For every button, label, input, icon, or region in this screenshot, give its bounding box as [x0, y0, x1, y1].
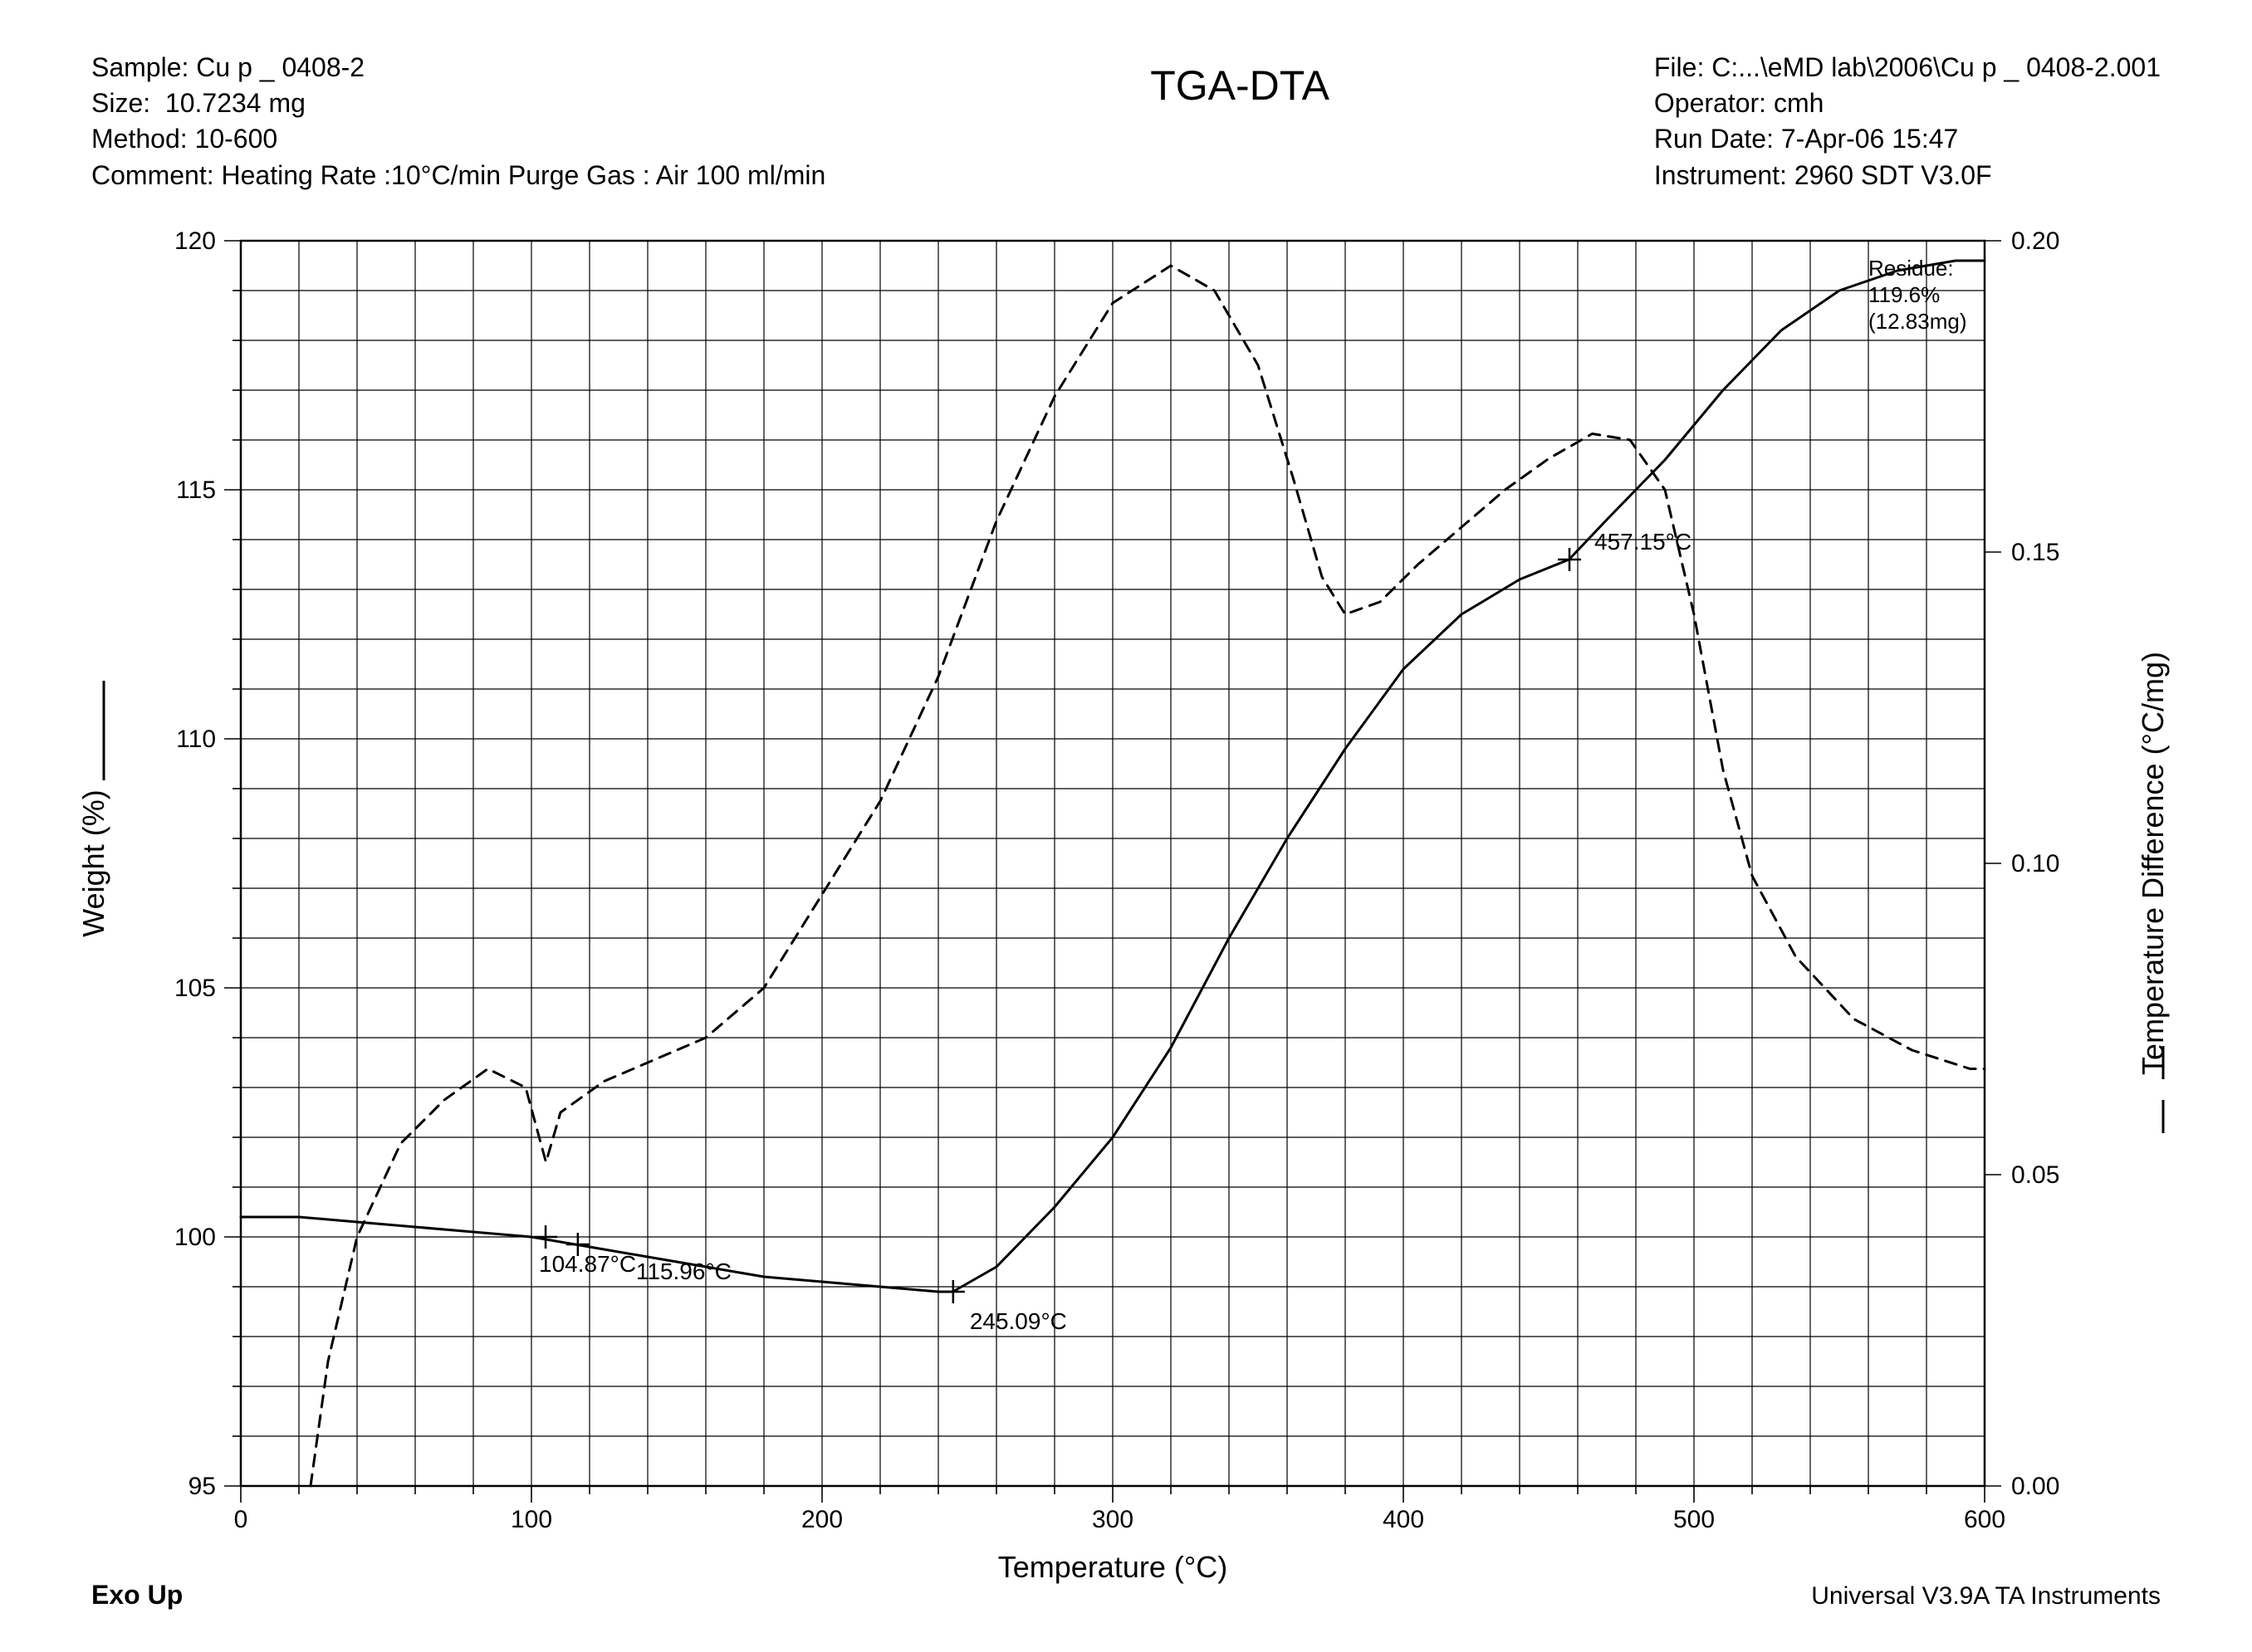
residue-annotation: (12.83mg)	[1868, 309, 1967, 334]
svg-text:95: 95	[188, 1473, 216, 1500]
svg-text:500: 500	[1673, 1506, 1715, 1533]
annotation-label: 115.96°C	[636, 1259, 732, 1284]
svg-text:0.00: 0.00	[2011, 1473, 2059, 1500]
annotation-label: 104.87°C	[539, 1251, 636, 1277]
footer-exo-up: Exo Up	[91, 1580, 183, 1610]
svg-text:600: 600	[1964, 1506, 2005, 1533]
svg-text:100: 100	[174, 1224, 216, 1251]
residue-annotation: Residue:	[1868, 256, 1954, 281]
svg-text:100: 100	[511, 1506, 552, 1533]
footer-instrument: Universal V3.9A TA Instruments	[1811, 1582, 2161, 1610]
annotation-label: 457.15°C	[1594, 529, 1691, 555]
annotation-label: 245.09°C	[970, 1308, 1067, 1334]
svg-text:0.15: 0.15	[2011, 539, 2059, 566]
svg-text:Weight (%): Weight (%)	[76, 789, 110, 936]
tga-dta-chart: 0 100 200 300 400 500 600 95 100 105 110 115 120 0.00…	[58, 216, 2201, 1610]
svg-text:105: 105	[174, 975, 216, 1002]
svg-text:0: 0	[234, 1506, 248, 1533]
chart-main-title: TGA-DTA	[1150, 58, 1329, 193]
header-block: Sample: Cu p _ 0408-2 Size: 10.7234 mg M…	[91, 50, 2161, 193]
svg-text:Temperature Difference (°C/mg): Temperature Difference (°C/mg)	[2136, 652, 2170, 1075]
svg-text:300: 300	[1092, 1506, 1133, 1533]
svg-text:0.10: 0.10	[2011, 850, 2059, 877]
svg-text:400: 400	[1383, 1506, 1424, 1533]
svg-text:0.05: 0.05	[2011, 1161, 2059, 1189]
svg-text:110: 110	[176, 726, 216, 753]
svg-text:Temperature (°C): Temperature (°C)	[998, 1550, 1227, 1584]
svg-text:0.20: 0.20	[2011, 227, 2059, 255]
residue-annotation: 119.6%	[1868, 282, 1940, 307]
header-right: File: C:...\eMD lab\2006\Cu p _ 0408-2.0…	[1654, 50, 2161, 193]
svg-text:120: 120	[174, 227, 216, 255]
chart-container: 0 100 200 300 400 500 600 95 100 105 110 115 120 0.00…	[58, 216, 2201, 1610]
svg-text:115: 115	[176, 477, 216, 504]
header-left: Sample: Cu p _ 0408-2 Size: 10.7234 mg M…	[91, 50, 825, 193]
svg-text:200: 200	[801, 1506, 843, 1533]
